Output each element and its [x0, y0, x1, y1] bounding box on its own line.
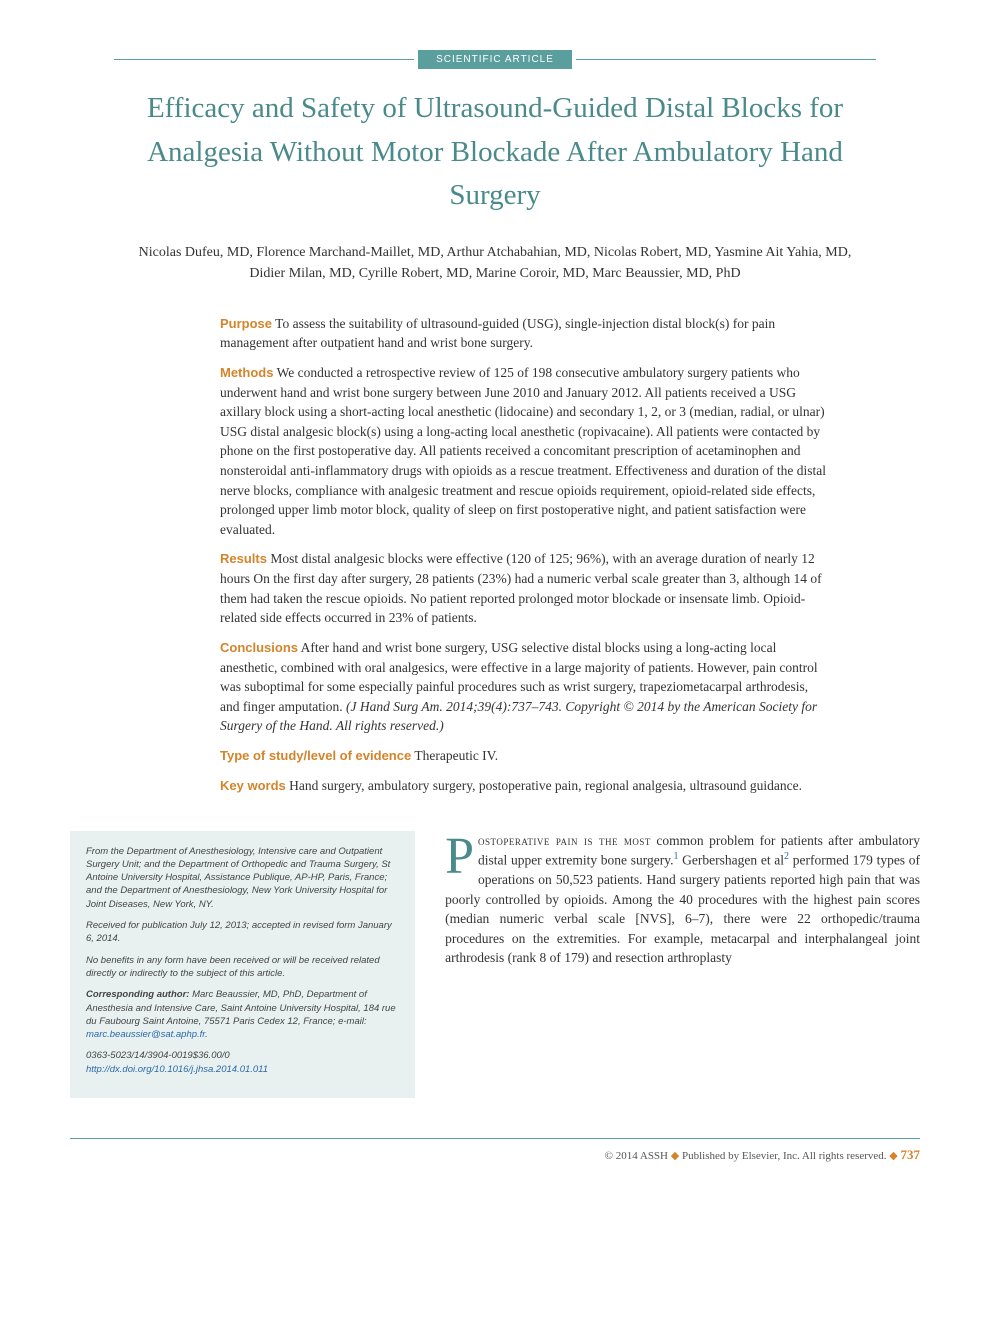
- corresponding-label: Corresponding author:: [86, 989, 189, 1000]
- keywords-label: Key words: [220, 778, 286, 793]
- rule-right: [576, 59, 876, 60]
- affiliation-benefits: No benefits in any form have been receiv…: [86, 954, 399, 981]
- abstract-purpose: Purpose To assess the suitability of ult…: [220, 314, 830, 353]
- abstract-conclusions: Conclusions After hand and wrist bone su…: [220, 638, 830, 736]
- abstract-methods: Methods We conducted a retrospective rev…: [220, 363, 830, 539]
- corresponding-email-link[interactable]: marc.beaussier@sat.aphp.fr: [86, 1029, 205, 1040]
- keywords-text: Hand surgery, ambulatory surgery, postop…: [286, 778, 802, 793]
- affiliation-box: From the Department of Anesthesiology, I…: [70, 831, 415, 1098]
- conclusions-label: Conclusions: [220, 640, 298, 655]
- body-text-3: performed 179 types of operations on 50,…: [445, 853, 920, 966]
- article-type-row: SCIENTIFIC ARTICLE: [70, 50, 920, 69]
- abstract-results: Results Most distal analgesic blocks wer…: [220, 549, 830, 628]
- dropcap-letter: P: [445, 831, 478, 879]
- abstract-keywords: Key words Hand surgery, ambulatory surge…: [220, 776, 830, 796]
- affiliation-corresponding: Corresponding author: Marc Beaussier, MD…: [86, 988, 399, 1041]
- body-text-2: Gerbershagen et al: [678, 853, 784, 868]
- diamond-icon: ◆: [889, 1150, 897, 1162]
- affiliation-received: Received for publication July 12, 2013; …: [86, 919, 399, 946]
- page-footer: © 2014 ASSH ◆ Published by Elsevier, Inc…: [70, 1138, 920, 1163]
- diamond-icon: ◆: [671, 1150, 679, 1162]
- author-list: Nicolas Dufeu, MD, Florence Marchand-Mai…: [120, 242, 870, 284]
- type-label: Type of study/level of evidence: [220, 748, 411, 763]
- body-smallcaps: ostoperative pain is the most: [478, 833, 651, 848]
- footer-copyright: © 2014 ASSH: [605, 1150, 671, 1162]
- purpose-label: Purpose: [220, 316, 272, 331]
- lower-columns: From the Department of Anesthesiology, I…: [70, 831, 920, 1098]
- affiliation-issn: 0363-5023/14/3904-0019$36.00/0 http://dx…: [86, 1049, 399, 1076]
- body-column: Postoperative pain is the most common pr…: [445, 831, 920, 1098]
- methods-text: We conducted a retrospective review of 1…: [220, 365, 826, 537]
- rule-left: [114, 59, 414, 60]
- methods-label: Methods: [220, 365, 273, 380]
- body-paragraph-1: Postoperative pain is the most common pr…: [445, 831, 920, 968]
- results-label: Results: [220, 551, 267, 566]
- abstract-block: Purpose To assess the suitability of ult…: [220, 314, 830, 796]
- abstract-type: Type of study/level of evidence Therapeu…: [220, 746, 830, 766]
- issn-text: 0363-5023/14/3904-0019$36.00/0: [86, 1050, 230, 1061]
- affiliation-from: From the Department of Anesthesiology, I…: [86, 845, 399, 911]
- purpose-text: To assess the suitability of ultrasound-…: [220, 316, 775, 351]
- page-number: 737: [901, 1147, 921, 1162]
- article-type-badge: SCIENTIFIC ARTICLE: [418, 50, 572, 69]
- footer-publisher: Published by Elsevier, Inc. All rights r…: [682, 1150, 889, 1162]
- doi-link[interactable]: http://dx.doi.org/10.1016/j.jhsa.2014.01…: [86, 1064, 268, 1075]
- results-text: Most distal analgesic blocks were effect…: [220, 551, 822, 625]
- article-title: Efficacy and Safety of Ultrasound-Guided…: [130, 87, 860, 218]
- type-text: Therapeutic IV.: [411, 748, 498, 763]
